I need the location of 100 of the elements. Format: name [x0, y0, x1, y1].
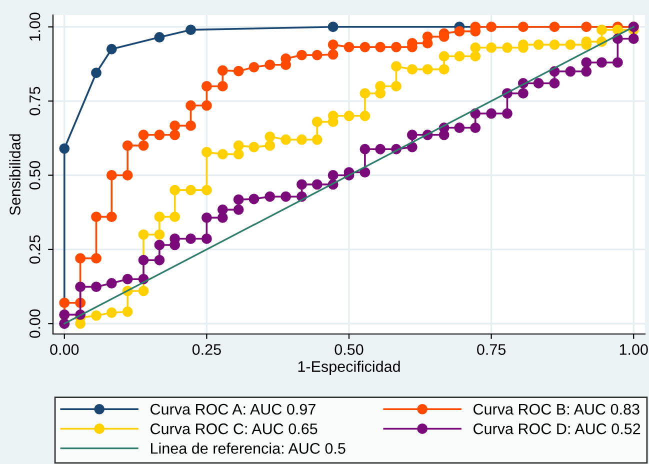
point — [612, 57, 623, 68]
point — [201, 184, 212, 196]
point — [91, 310, 102, 321]
point — [264, 191, 276, 202]
point — [518, 88, 528, 99]
point — [296, 50, 307, 60]
point — [360, 110, 370, 122]
point — [248, 62, 260, 72]
x-tick-label: 0.25 — [192, 344, 221, 355]
point — [106, 44, 117, 54]
point — [406, 64, 418, 75]
point — [280, 191, 292, 202]
point — [549, 39, 560, 50]
point — [280, 134, 292, 145]
point — [470, 122, 481, 133]
point — [186, 24, 196, 36]
point — [59, 143, 70, 154]
point — [233, 194, 244, 205]
point — [375, 144, 386, 154]
point — [470, 51, 481, 62]
point — [233, 66, 244, 76]
point — [106, 170, 117, 180]
point — [59, 298, 70, 308]
point — [170, 184, 180, 196]
point — [170, 212, 180, 222]
y-tick-label: 1.00 — [29, 12, 40, 41]
point — [106, 212, 117, 222]
point — [122, 140, 133, 151]
point — [502, 42, 512, 53]
point — [360, 167, 370, 178]
point — [454, 26, 465, 37]
point — [138, 140, 149, 151]
point — [312, 50, 322, 60]
point — [486, 108, 497, 119]
point — [201, 212, 212, 223]
point — [391, 42, 402, 52]
point — [312, 179, 322, 190]
point — [106, 307, 117, 318]
point — [138, 130, 149, 140]
point — [628, 34, 639, 44]
point — [217, 81, 228, 92]
point — [391, 61, 402, 72]
point — [138, 229, 149, 240]
point — [328, 170, 338, 180]
point — [154, 32, 165, 42]
point — [360, 144, 370, 154]
point — [248, 142, 260, 152]
point — [565, 39, 576, 50]
point — [75, 282, 86, 292]
point — [91, 68, 102, 78]
point — [217, 148, 228, 160]
point — [549, 78, 560, 88]
point — [375, 42, 386, 52]
point — [533, 78, 544, 88]
x-tick-label: 0.00 — [50, 344, 79, 355]
point — [422, 64, 433, 75]
y-tick-label: 0.25 — [29, 235, 40, 264]
point — [201, 146, 212, 158]
legend-label: Curva ROC C: AUC 0.65 — [150, 423, 318, 434]
point — [344, 110, 354, 122]
point — [154, 240, 165, 250]
point — [454, 51, 465, 62]
point — [581, 22, 592, 32]
point — [233, 140, 244, 151]
point — [581, 66, 592, 77]
x-tick-label: 1.00 — [620, 344, 648, 355]
point — [186, 234, 196, 244]
point — [186, 120, 196, 131]
point — [138, 254, 149, 266]
point — [328, 22, 338, 32]
point — [454, 122, 465, 133]
point — [233, 148, 244, 160]
point — [438, 51, 450, 62]
point — [296, 179, 307, 190]
point — [201, 234, 212, 244]
point — [91, 253, 102, 264]
point — [312, 134, 322, 145]
point — [612, 24, 623, 36]
point — [186, 184, 196, 196]
y-tick-label: 0.75 — [29, 86, 40, 116]
point — [217, 204, 228, 215]
point — [201, 81, 212, 92]
legend-label: Linea de referencia: AUC 0.5 — [151, 442, 346, 454]
point — [122, 306, 133, 317]
point — [264, 60, 276, 70]
point — [154, 130, 165, 140]
point — [502, 108, 512, 119]
legend-label: Curva ROC D: AUC 0.52 — [474, 423, 640, 434]
point — [596, 24, 607, 36]
point — [170, 120, 180, 131]
point — [470, 42, 481, 53]
point — [122, 274, 133, 284]
y-axis-title: Sensibilidad — [9, 134, 20, 215]
point — [91, 212, 102, 222]
point — [360, 88, 370, 99]
x-axis-title: 1-Especificidad — [298, 360, 400, 375]
point — [533, 39, 544, 50]
point — [106, 278, 117, 288]
legend-label: Curva ROC A: AUC 0.97 — [150, 404, 316, 415]
point — [596, 57, 607, 68]
